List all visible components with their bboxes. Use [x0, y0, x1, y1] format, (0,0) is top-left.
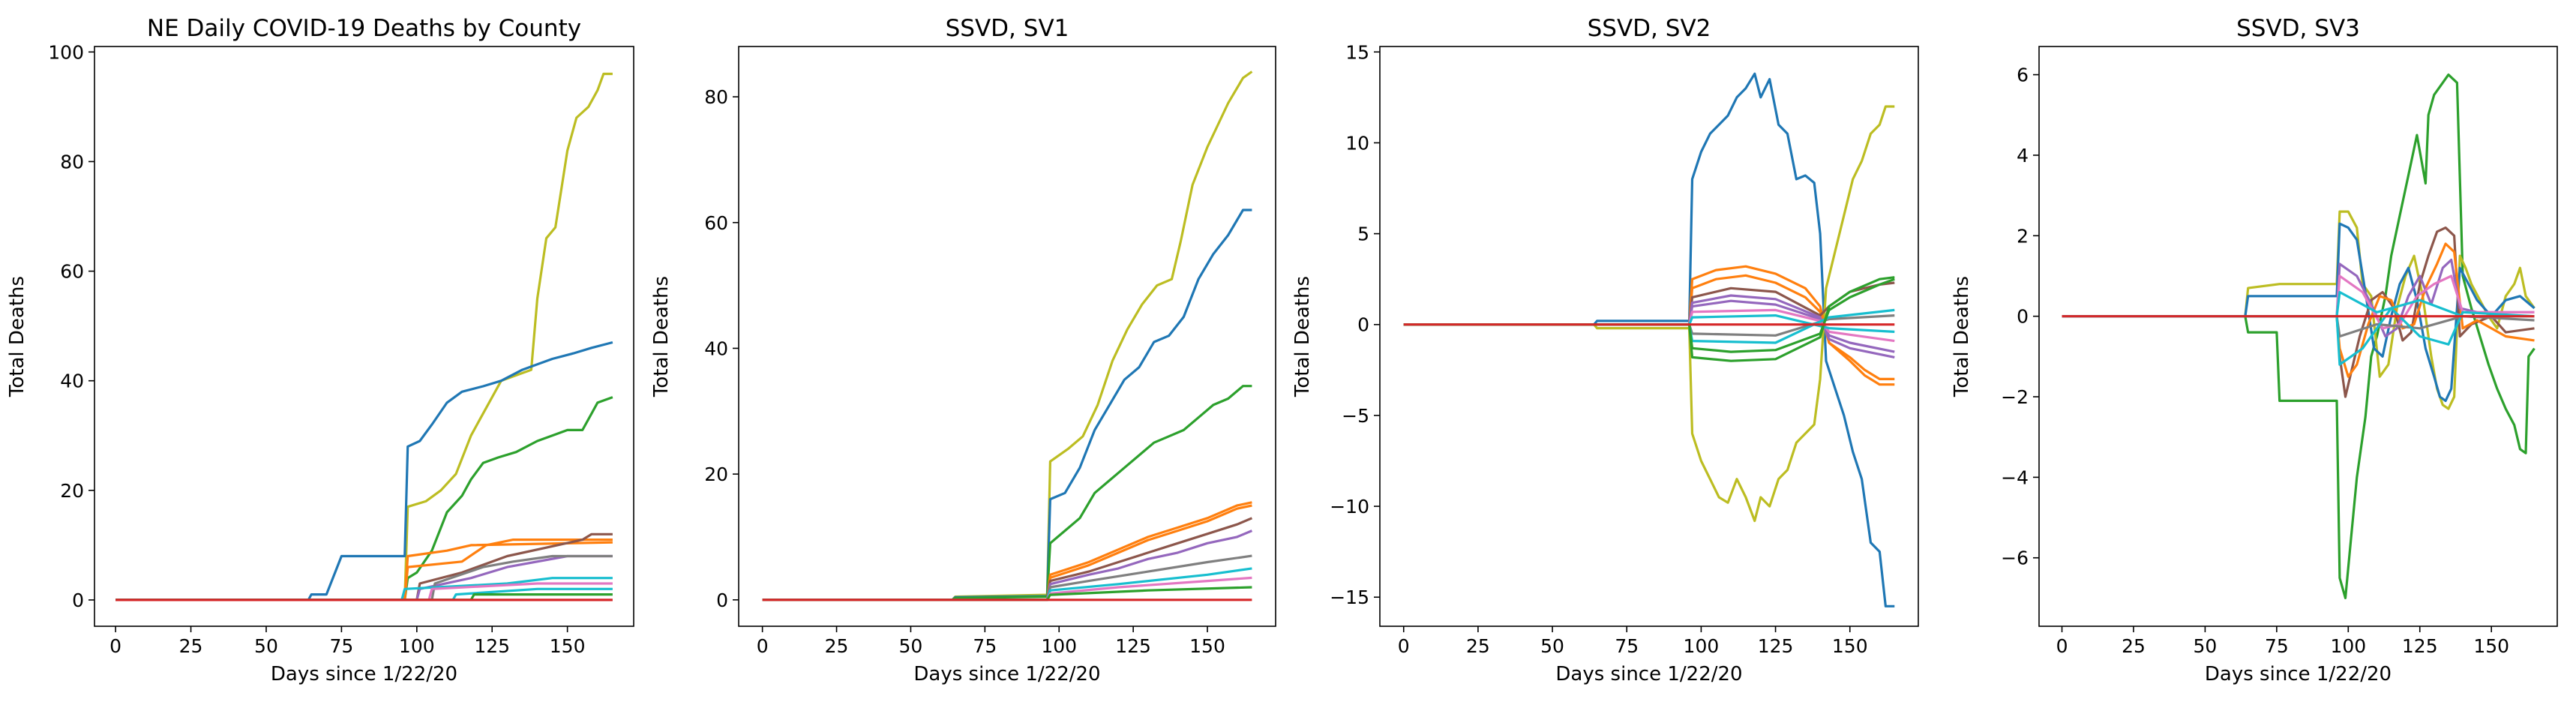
chart-panel-sv1: 0 25 50 75 100 125 150 0 20 40 60 80 SSVD, SV1 Days s… [650, 15, 1276, 686]
series-line-6 [2062, 274, 2535, 330]
x-tick-label: 100 [399, 635, 435, 657]
axes-frame [1379, 46, 1919, 627]
y-axis-label: Total Deaths [1951, 276, 1973, 398]
series-line-2 [1403, 265, 1895, 386]
series-line-1 [115, 340, 613, 602]
y-tick-label: 20 [60, 480, 84, 502]
axes-frame [94, 46, 634, 627]
x-tick-label: 25 [1466, 635, 1490, 657]
y-tick-label: 20 [704, 464, 728, 485]
x-axis-label: Days since 1/22/20 [1555, 663, 1742, 686]
y-tick-label: −4 [2001, 466, 2029, 488]
y-tick-label: −2 [2001, 386, 2029, 408]
y-tick-label: 100 [48, 41, 84, 63]
y-tick-label: 0 [716, 590, 728, 611]
y-tick-label: 60 [704, 212, 728, 234]
x-tick-label: 125 [2402, 635, 2438, 657]
y-tick-label: −15 [1330, 586, 1369, 608]
y-tick-label: 40 [60, 370, 84, 392]
x-tick-label: 150 [550, 635, 586, 657]
y-tick-label: 2 [2017, 225, 2029, 247]
axes-frame [738, 46, 1276, 627]
y-tick-label: 0 [2017, 306, 2029, 328]
x-axis-label: Days since 1/22/20 [913, 663, 1100, 686]
x-tick-label: 0 [2056, 635, 2068, 657]
series-line-0 [2062, 74, 2536, 599]
series-line-3 [2062, 226, 2535, 398]
x-tick-label: 75 [1615, 635, 1639, 657]
x-tick-label: 150 [1189, 635, 1225, 657]
y-tick-label: 6 [2017, 64, 2029, 86]
y-tick-label: 0 [72, 590, 84, 611]
series-line-12 [1403, 276, 1895, 362]
x-tick-label: 50 [2194, 635, 2218, 657]
series-line-2 [115, 396, 613, 602]
y-tick-label: 5 [1357, 224, 1369, 245]
y-tick-label: 10 [1345, 132, 1369, 154]
chart-title: SSVD, SV2 [1588, 15, 1711, 42]
series-line-1 [1403, 105, 1895, 523]
x-tick-label: 75 [2265, 635, 2289, 657]
y-tick-label: 0 [1357, 314, 1369, 336]
y-tick-label: 15 [1345, 41, 1369, 63]
x-tick-label: 75 [973, 635, 997, 657]
x-tick-label: 25 [179, 635, 203, 657]
chart-title: NE Daily COVID-19 Deaths by County [147, 15, 581, 42]
series-line-0 [115, 72, 613, 602]
chart-panel-counties: 0 25 50 75 100 125 150 0 20 40 60 80 100 NE Daily COV… [6, 15, 634, 686]
series-group [762, 70, 1253, 602]
x-tick-label: 50 [899, 635, 923, 657]
series-line-9 [2062, 307, 2535, 366]
x-tick-label: 50 [1540, 635, 1564, 657]
y-tick-label: −6 [2001, 548, 2029, 569]
y-axis-label: Total Deaths [1291, 276, 1314, 398]
chart-panel-sv3: 0 25 50 75 100 125 150 −6 −4 −2 0 2 4 6 SSVD, SV3 Days … [1951, 15, 2558, 686]
x-tick-label: 125 [1758, 635, 1794, 657]
chart-title: SSVD, SV1 [946, 15, 1069, 42]
x-tick-label: 50 [254, 635, 278, 657]
x-tick-label: 100 [1041, 635, 1077, 657]
series-group [1403, 72, 1895, 608]
series-line-2 [2062, 222, 2536, 402]
series-line-3 [762, 501, 1252, 602]
axes-frame [2038, 46, 2558, 627]
x-tick-label: 125 [474, 635, 510, 657]
y-tick-label: −10 [1330, 496, 1369, 518]
series-line-1 [762, 208, 1252, 602]
y-tick-label: 4 [2017, 145, 2029, 166]
chart-panel-sv2: 0 25 50 75 100 125 150 −15 −10 −5 0 5 10 15 SSVD, SV2 D… [1291, 15, 1919, 686]
x-tick-label: 25 [825, 635, 849, 657]
x-tick-label: 0 [757, 635, 769, 657]
series-line-0 [762, 70, 1253, 602]
chart-title: SSVD, SV3 [2236, 15, 2360, 42]
y-tick-label: 80 [60, 151, 84, 172]
y-tick-label: 60 [60, 261, 84, 283]
x-tick-label: 150 [2473, 635, 2509, 657]
series-line-0 [1403, 72, 1895, 608]
x-axis-label: Days since 1/22/20 [2205, 663, 2392, 686]
series-line-3 [115, 541, 613, 602]
x-tick-label: 100 [2330, 635, 2366, 657]
x-tick-label: 100 [1684, 635, 1720, 657]
series-group [115, 72, 613, 602]
x-tick-label: 75 [329, 635, 353, 657]
y-tick-label: 80 [704, 86, 728, 108]
series-group [2062, 74, 2536, 599]
series-line-3 [1403, 274, 1895, 380]
x-tick-label: 150 [1832, 635, 1868, 657]
y-axis-label: Total Deaths [6, 276, 28, 398]
x-tick-label: 125 [1115, 635, 1151, 657]
y-tick-label: −5 [1342, 405, 1369, 427]
x-tick-label: 0 [1398, 635, 1410, 657]
x-axis-label: Days since 1/22/20 [271, 663, 457, 686]
series-line-9 [115, 582, 613, 602]
x-tick-label: 25 [2122, 635, 2146, 657]
y-axis-label: Total Deaths [650, 276, 673, 398]
y-tick-label: 40 [704, 338, 728, 359]
x-tick-label: 0 [109, 635, 121, 657]
